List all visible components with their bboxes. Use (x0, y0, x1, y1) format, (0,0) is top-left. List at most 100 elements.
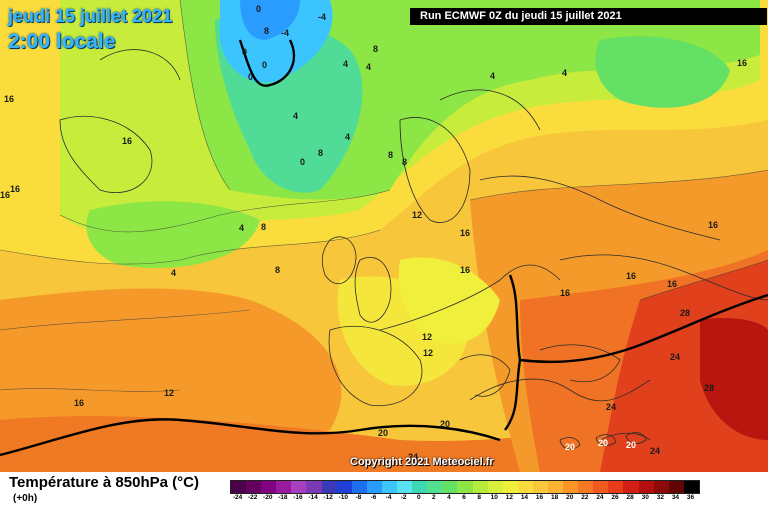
color-scale-tick: -2 (400, 494, 407, 501)
contour-label: 24 (670, 352, 680, 362)
isotherm-20-south (519, 293, 768, 364)
contour-label: 16 (667, 279, 677, 289)
zone-atlantic-cool (86, 201, 260, 268)
color-scale-tick: 22 (581, 494, 589, 501)
color-swatch (578, 481, 594, 493)
color-swatch (623, 481, 639, 493)
color-swatch (638, 481, 654, 493)
contour-label: 24 (408, 452, 418, 462)
color-swatch (231, 481, 247, 493)
color-scale-tick: 0 (416, 494, 421, 501)
color-swatch (442, 481, 458, 493)
contour-label: -4 (318, 12, 326, 22)
contour-label: 4 (239, 223, 244, 233)
legend-title: Température à 850hPa (°C) (9, 474, 199, 491)
contour-label: 24 (650, 446, 660, 456)
color-scale-tick: 16 (535, 494, 544, 501)
contour-label: 16 (10, 184, 20, 194)
color-swatch (321, 481, 337, 493)
color-scale-tick: 24 (596, 494, 604, 501)
color-swatch (472, 481, 488, 493)
color-swatch (246, 481, 262, 493)
color-swatch (517, 481, 533, 493)
contour-label: 4 (366, 62, 371, 72)
contour-label: 16 (737, 58, 747, 68)
contour-label: 16 (460, 228, 470, 238)
copyright-notice: Copyright 2021 Meteociel.fr (350, 456, 494, 468)
color-swatch (276, 481, 292, 493)
color-swatch (457, 481, 473, 493)
color-scale-bar (230, 480, 700, 494)
color-scale-tick: -4 (385, 494, 392, 501)
color-swatch (668, 481, 684, 493)
contour-label: 24 (606, 402, 616, 412)
contour-label: 12 (164, 388, 174, 398)
color-scale-tick: 14 (520, 494, 529, 501)
color-swatch (547, 481, 564, 493)
color-scale-tick: 6 (462, 494, 466, 501)
color-scale-tick: 26 (611, 494, 619, 501)
legend-footer: Température à 850hPa (°C) (+0h) -24 -22 -2… (0, 472, 768, 512)
contour-label: 20 (626, 440, 636, 450)
color-scale-tick: -16 (293, 494, 303, 501)
color-scale-tick: -22 (247, 494, 258, 501)
color-scale-tick: -10 (338, 494, 348, 501)
color-swatch (261, 481, 277, 493)
color-scale-tick: 10 (490, 494, 498, 501)
color-swatch (593, 481, 609, 493)
contour-label: 4 (293, 111, 298, 121)
color-scale-tick: -18 (278, 494, 288, 501)
color-scale-tick: -6 (370, 494, 377, 501)
contour-label: 8 (402, 157, 407, 167)
contour-label: 0 (262, 60, 267, 70)
color-scale-tick: 34 (671, 494, 680, 501)
contour-label: 16 (74, 398, 84, 408)
contour-label: 16 (122, 136, 132, 146)
contour-label: 16 (4, 94, 14, 104)
contour-label: 8 (373, 44, 378, 54)
thin-contours (0, 0, 768, 392)
color-swatch (366, 481, 382, 493)
color-swatch (487, 481, 503, 493)
color-swatch (381, 481, 398, 493)
contour-label: 0 (242, 47, 247, 57)
zone-freezing-core (240, 0, 300, 40)
contour-label: 16 (626, 271, 636, 281)
isotherm-20-east (504, 274, 522, 431)
contour-label: 0 (248, 72, 253, 82)
color-swatch (683, 481, 699, 493)
model-run-banner: Run ECMWF 0Z du jeudi 15 juillet 2021 (410, 8, 767, 25)
color-scale-tick: 8 (477, 494, 481, 501)
color-scale-tick: 36 (686, 494, 695, 501)
contour-label: 4 (562, 68, 567, 78)
temperature-map: 16 16 16 16 16 16 16 16 16 16 16 16 12 1… (0, 0, 768, 472)
contour-label: 4 (490, 71, 495, 81)
color-scale-tick: 12 (505, 494, 513, 501)
contour-label: 4 (343, 59, 348, 69)
contour-label: 28 (704, 383, 714, 393)
contour-label: 12 (412, 210, 422, 220)
contour-label: 20 (565, 442, 575, 452)
contour-label: 4 (171, 268, 176, 278)
color-swatch (502, 481, 518, 493)
color-scale-tick: 28 (626, 494, 634, 501)
color-swatch (351, 481, 367, 493)
color-scale-tick: -12 (323, 494, 333, 501)
color-scale-tick: -8 (355, 494, 362, 501)
color-swatch (291, 481, 307, 493)
color-scale-tick: -24 (232, 494, 243, 501)
color-scale-tick: -20 (263, 494, 273, 501)
contour-label: 4 (345, 132, 350, 142)
contour-label: 12 (423, 348, 433, 358)
color-scale-tick: 20 (566, 494, 574, 501)
contour-label: 20 (440, 419, 450, 429)
isotherm-20 (0, 418, 501, 457)
contour-label: 8 (264, 26, 269, 36)
color-scale-tick: 18 (551, 494, 559, 501)
contour-label: 16 (708, 220, 718, 230)
zone-very-hot (700, 318, 768, 440)
color-swatch (563, 481, 579, 493)
coastlines (59, 49, 768, 450)
color-swatch (306, 481, 322, 493)
